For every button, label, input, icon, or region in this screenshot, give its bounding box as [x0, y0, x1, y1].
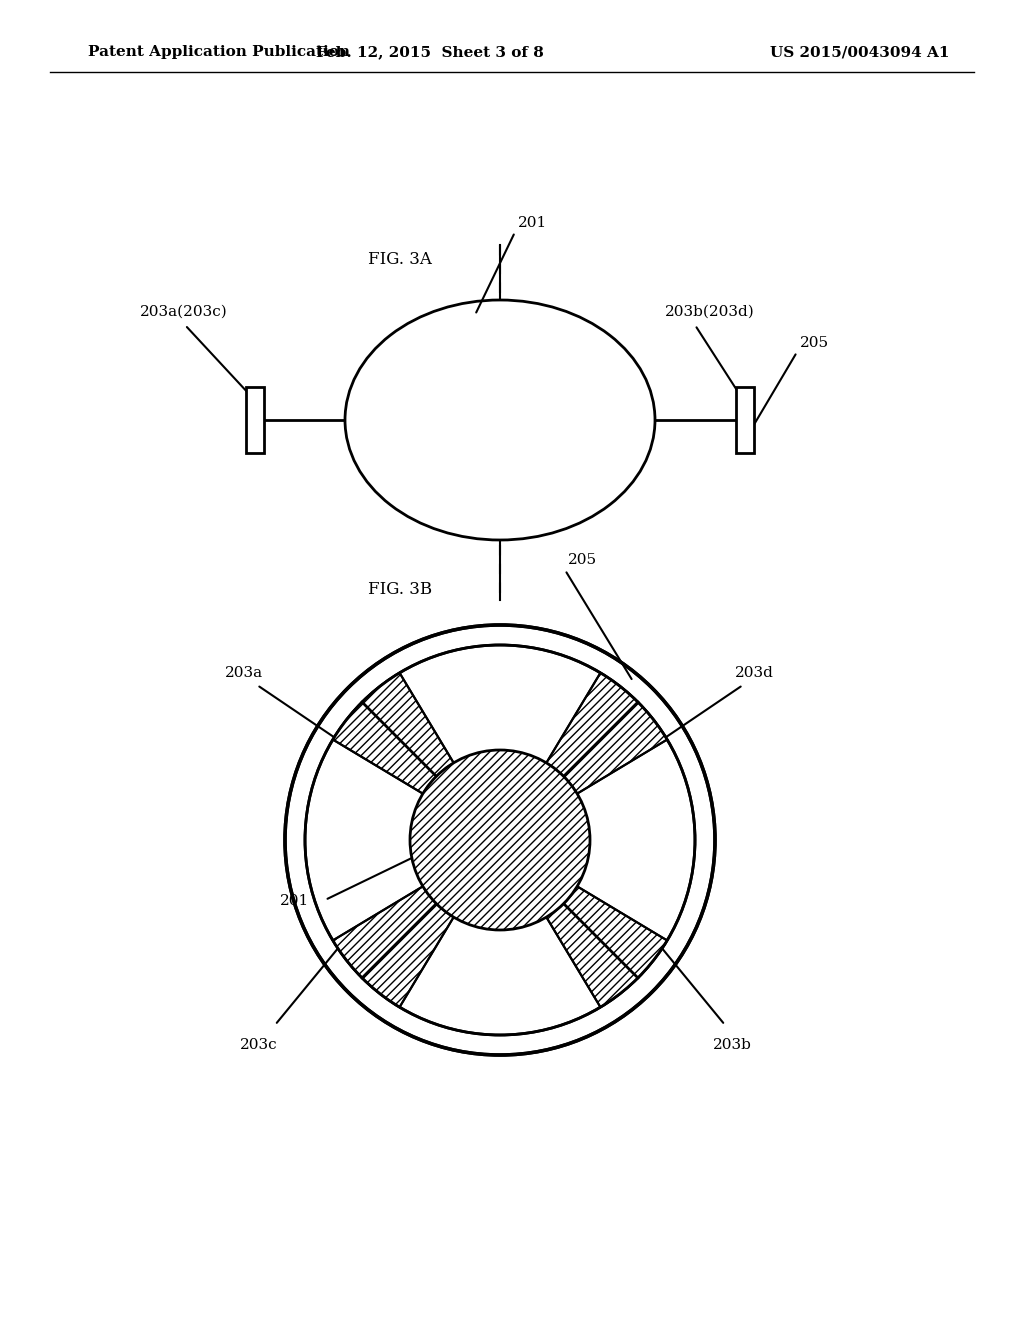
Text: Patent Application Publication: Patent Application Publication [88, 45, 350, 59]
Text: Feb. 12, 2015  Sheet 3 of 8: Feb. 12, 2015 Sheet 3 of 8 [316, 45, 544, 59]
Circle shape [285, 624, 715, 1055]
Circle shape [410, 750, 590, 931]
Polygon shape [333, 886, 454, 1007]
Text: FIG. 3B: FIG. 3B [368, 582, 432, 598]
Text: 205: 205 [568, 553, 597, 568]
Text: 201: 201 [280, 894, 309, 908]
Text: 203b: 203b [713, 1038, 752, 1052]
Bar [246, 387, 264, 453]
Polygon shape [547, 886, 668, 1007]
Text: FIG. 3A: FIG. 3A [368, 252, 432, 268]
Text: 203a(203c): 203a(203c) [140, 305, 227, 319]
Text: 203a: 203a [225, 667, 263, 680]
Polygon shape [547, 673, 668, 793]
Circle shape [305, 645, 695, 1035]
Bar [736, 387, 754, 453]
Text: US 2015/0043094 A1: US 2015/0043094 A1 [770, 45, 949, 59]
Text: 203d: 203d [735, 667, 774, 680]
Text: 201: 201 [518, 216, 547, 230]
Text: 203c: 203c [240, 1038, 278, 1052]
Polygon shape [333, 673, 454, 793]
Ellipse shape [345, 300, 655, 540]
Text: 203b(203d): 203b(203d) [665, 305, 755, 319]
Text: 205: 205 [800, 337, 829, 350]
